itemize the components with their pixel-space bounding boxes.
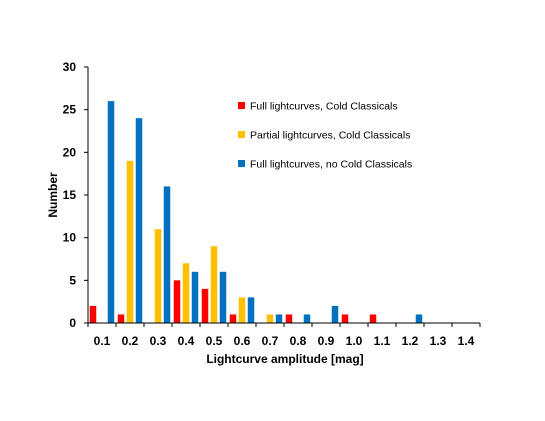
- legend-label: Full lightcurves, no Cold Classicals: [250, 159, 412, 171]
- bar: [126, 160, 134, 323]
- bar: [415, 314, 423, 323]
- x-tick-label: 0.4: [178, 334, 195, 348]
- bar: [285, 314, 293, 323]
- bar: [341, 314, 349, 323]
- bar: [238, 297, 246, 323]
- x-tick-label: 1.2: [402, 334, 419, 348]
- y-axis-title: Number: [46, 172, 60, 218]
- y-tick-label: 30: [63, 60, 77, 74]
- x-tick-label: 0.2: [122, 334, 139, 348]
- legend-label: Full lightcurves, Cold Classicals: [250, 101, 398, 113]
- bar: [182, 263, 190, 323]
- y-tick-label: 5: [69, 273, 76, 287]
- x-axis-title: Lightcurve amplitude [mag]: [206, 352, 363, 366]
- bar: [154, 229, 162, 323]
- bar: [107, 101, 115, 323]
- x-tick-label: 0.8: [290, 334, 307, 348]
- x-tick-label: 0.5: [206, 334, 223, 348]
- bar: [219, 271, 227, 323]
- y-tick-label: 0: [69, 316, 76, 330]
- y-tick-label: 10: [63, 231, 77, 245]
- bar: [369, 314, 377, 323]
- y-tick-label: 15: [63, 188, 77, 202]
- x-tick-label: 1.1: [374, 334, 391, 348]
- bar: [89, 305, 97, 323]
- y-tick-label: 20: [63, 145, 77, 159]
- legend-swatch: [238, 131, 245, 138]
- legend: Full lightcurves, Cold Classicals Partial…: [238, 101, 412, 171]
- x-tick-label: 0.1: [94, 334, 111, 348]
- bar: [117, 314, 125, 323]
- bar: [229, 314, 237, 323]
- x-tick-label: 1.4: [458, 334, 475, 348]
- x-tick-label: 0.7: [262, 334, 279, 348]
- y-axis-ticks: 0 5 10 15 20 25 30: [63, 60, 88, 330]
- x-tick-label: 1.3: [430, 334, 447, 348]
- x-tick-label: 1.0: [346, 334, 363, 348]
- bar: [191, 271, 199, 323]
- bar: [210, 246, 218, 323]
- bar: [163, 186, 171, 323]
- x-axis-ticks: 0.1 0.2 0.3 0.4 0.5 0.6 0.7 0.8 0.9 1.0 1.1 1.2 1.3 1…: [87, 323, 481, 348]
- bar: [331, 305, 339, 323]
- bar: [275, 314, 283, 323]
- x-tick-label: 0.9: [318, 334, 335, 348]
- bar: [303, 314, 311, 323]
- legend-swatch: [238, 160, 245, 167]
- bars: [89, 101, 423, 323]
- legend-label: Partial lightcurves, Cold Classicals: [250, 130, 410, 142]
- legend-swatch: [238, 102, 245, 109]
- bar: [201, 288, 209, 323]
- x-tick-label: 0.3: [150, 334, 167, 348]
- y-tick-label: 25: [63, 103, 77, 117]
- bar: [135, 118, 143, 323]
- bar: [266, 314, 274, 323]
- bar: [247, 297, 255, 323]
- x-tick-label: 0.6: [234, 334, 251, 348]
- bar: [173, 280, 181, 323]
